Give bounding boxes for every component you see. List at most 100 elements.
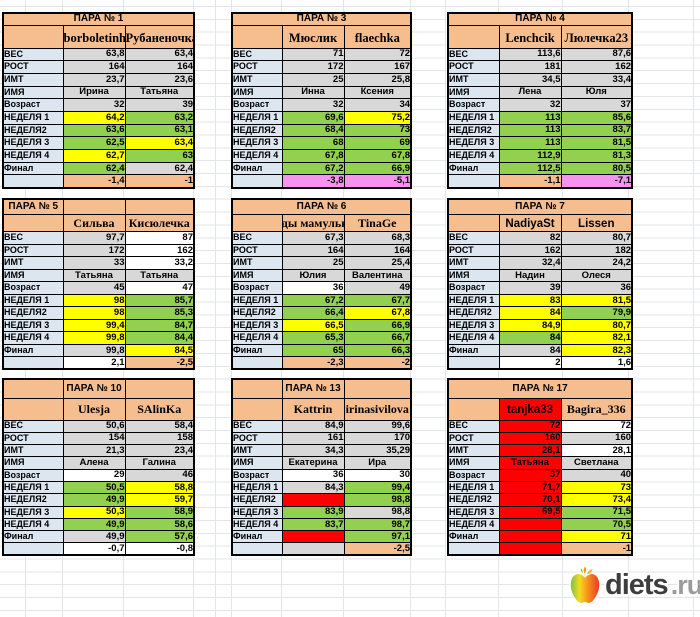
pair-title[interactable]: ПАРА № 10 [62,378,126,399]
row-label[interactable]: НЕДЕЛЯ 4 [2,149,64,163]
row-label[interactable] [231,542,283,556]
row-label[interactable]: ИМТ [447,444,500,458]
value-cell[interactable]: 84,7 [124,318,195,333]
value-cell[interactable]: 87,6 [560,47,633,62]
row-label[interactable]: ИМТ [2,72,64,87]
value-cell[interactable]: 160 [560,431,633,446]
row-label[interactable]: НЕДЕЛЯ 3 [231,505,283,519]
value-cell[interactable]: 85,3 [124,306,195,320]
participant-name[interactable]: flaechka [343,24,412,49]
row-label[interactable]: НЕДЕЛЯ 4 [2,517,64,532]
value-cell[interactable]: 84 [498,343,562,358]
participant-name[interactable]: Люлечка23 [560,24,633,49]
value-cell[interactable]: 164 [343,243,412,258]
row-label[interactable]: НЕДЕЛЯ 1 [447,110,500,125]
value-cell[interactable]: 46 [124,468,195,482]
value-cell[interactable]: 58,9 [124,505,195,519]
value-cell[interactable]: 66,9 [343,318,412,333]
row-label[interactable]: ИМТ [231,444,283,458]
value-cell[interactable]: 32 [62,98,126,112]
value-cell[interactable]: 62,4 [62,161,126,176]
value-cell[interactable]: 23,4 [124,444,195,458]
participant-name[interactable]: Ulesja [62,397,126,421]
row-label[interactable]: ИМТ [231,72,283,87]
row-label[interactable]: НЕДЕЛЯ2 [231,493,283,507]
value-cell[interactable]: 63,4 [124,136,195,150]
row-label[interactable]: НЕДЕЛЯ2 [447,306,500,320]
value-cell[interactable]: 50,6 [62,419,126,433]
row-label[interactable]: ИМЯ [2,268,64,283]
value-cell[interactable]: 2 [498,356,562,370]
row-label[interactable]: РОСТ [231,243,283,258]
row-label[interactable]: ИМТ [447,72,500,87]
row-label[interactable]: НЕДЕЛЯ 4 [231,149,283,163]
value-cell[interactable]: 170 [343,431,412,446]
row-label[interactable]: ИМЯ [447,268,500,283]
pair-title[interactable]: ПАРА № 4 [447,12,633,26]
value-cell[interactable]: 73 [343,123,412,138]
row-label[interactable]: Финал [231,161,283,176]
row-label[interactable]: НЕДЕЛЯ2 [2,306,64,320]
row-label[interactable]: Возраст [231,281,283,295]
row-label[interactable]: ИМТ [447,256,500,270]
value-cell[interactable]: 63,4 [124,47,195,62]
row-label[interactable]: Финал [2,161,64,176]
value-cell[interactable]: Инна [281,85,345,100]
value-cell[interactable]: 68 [281,136,345,150]
pair-title-filler[interactable] [124,198,195,215]
value-cell[interactable]: -2,3 [281,356,345,370]
value-cell[interactable]: 49,9 [62,530,126,544]
row-label[interactable]: НЕДЕЛЯ 1 [2,110,64,125]
value-cell[interactable]: 39 [498,281,562,295]
row-label[interactable]: НЕДЕЛЯ 3 [231,136,283,150]
value-cell[interactable]: 30 [343,468,412,482]
value-cell[interactable]: Ирина [62,85,126,100]
row-label[interactable]: НЕДЕЛЯ 4 [447,331,500,345]
value-cell[interactable]: 82,3 [560,343,633,358]
value-cell[interactable]: 98 [62,293,126,308]
value-cell[interactable] [498,530,562,544]
value-cell[interactable]: 36 [560,281,633,295]
value-cell[interactable]: 33 [62,256,126,270]
value-cell[interactable]: 164 [124,60,195,74]
value-cell[interactable]: 172 [62,243,126,258]
pair-title[interactable]: ПАРА № 3 [231,12,412,26]
row-label[interactable]: РОСТ [447,243,500,258]
row-label[interactable] [447,542,500,556]
value-cell[interactable]: 70,1 [498,493,562,507]
row-label[interactable]: Финал [447,343,500,358]
value-cell[interactable]: 50,5 [62,480,126,495]
row-label[interactable]: НЕДЕЛЯ 1 [231,293,283,308]
pair-title-filler[interactable] [343,378,412,399]
value-cell[interactable]: 29 [62,468,126,482]
value-cell[interactable]: 62,5 [62,136,126,150]
row-label[interactable]: НЕДЕЛЯ2 [2,493,64,507]
value-cell[interactable]: 162 [124,243,195,258]
row-label[interactable] [2,174,64,189]
value-cell[interactable]: 32,4 [498,256,562,270]
pair-title[interactable]: ПАРА № 1 [2,12,195,26]
value-cell[interactable]: 66,5 [281,318,345,333]
participant-name[interactable]: irinasivilova [343,397,412,421]
participant-name[interactable]: Lissen [560,213,633,233]
row-label[interactable]: ИМТ [2,256,64,270]
value-cell[interactable]: Лена [498,85,562,100]
value-cell[interactable]: 40 [560,468,633,482]
value-cell[interactable]: 84 [498,331,562,345]
row-label[interactable] [447,356,500,370]
row-label[interactable]: Возраст [231,468,283,482]
participant-name[interactable]: Сильва [62,213,126,233]
value-cell[interactable]: -2 [343,356,412,370]
row-label[interactable]: Возраст [447,98,500,112]
value-cell[interactable]: 67,2 [281,161,345,176]
value-cell[interactable]: 112,9 [498,149,562,163]
value-cell[interactable]: 69,6 [281,110,345,125]
value-cell[interactable]: 82 [498,231,562,245]
participant-name[interactable]: tanjka33 [498,397,562,421]
value-cell[interactable]: Татьяна [124,268,195,283]
value-cell[interactable]: 62,4 [124,161,195,176]
value-cell[interactable]: 72 [560,419,633,433]
value-cell[interactable]: 99,8 [62,343,126,358]
value-cell[interactable]: Татьяна [498,456,562,470]
value-cell[interactable]: 71 [281,47,345,62]
